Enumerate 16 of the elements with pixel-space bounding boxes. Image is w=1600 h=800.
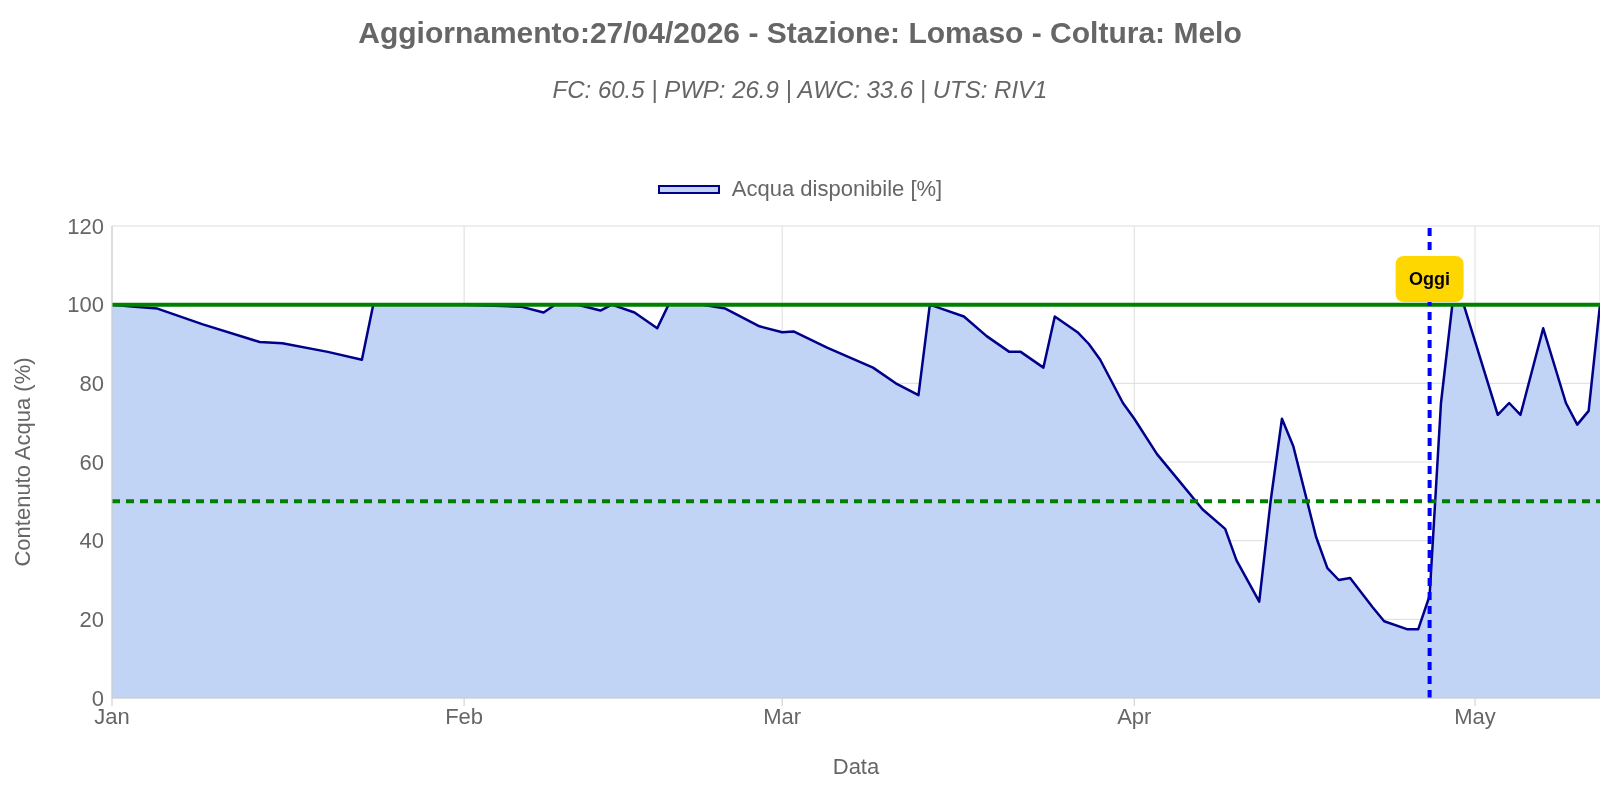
x-tick-label: Feb — [445, 703, 484, 729]
y-tick-label: 80 — [79, 371, 104, 397]
ref-line-label: Oggi — [1409, 269, 1451, 289]
chart-subtitle: FC: 60.5 | PWP: 26.9 | AWC: 33.6 | UTS: RIV1 — [551, 76, 1049, 104]
y-tick-label: 40 — [79, 528, 104, 554]
x-tick-label: Apr — [1117, 703, 1152, 729]
y-tick-label: 60 — [79, 449, 104, 475]
x-axis-title: Data — [832, 754, 880, 779]
legend-label: Acqua disponibile [%] — [731, 176, 943, 202]
y-axis-title: Contenuto Acqua (%) — [9, 357, 35, 567]
x-tick-label: May — [1454, 703, 1496, 729]
x-tick-label: Mar — [763, 703, 802, 729]
y-tick-label: 20 — [79, 607, 104, 633]
y-tick-label: 100 — [67, 292, 104, 318]
chart-title: Aggiornamento:27/04/2026 - Stazione: Lomaso - Coltura: Melo — [357, 16, 1243, 50]
y-tick-label: 120 — [67, 213, 104, 239]
